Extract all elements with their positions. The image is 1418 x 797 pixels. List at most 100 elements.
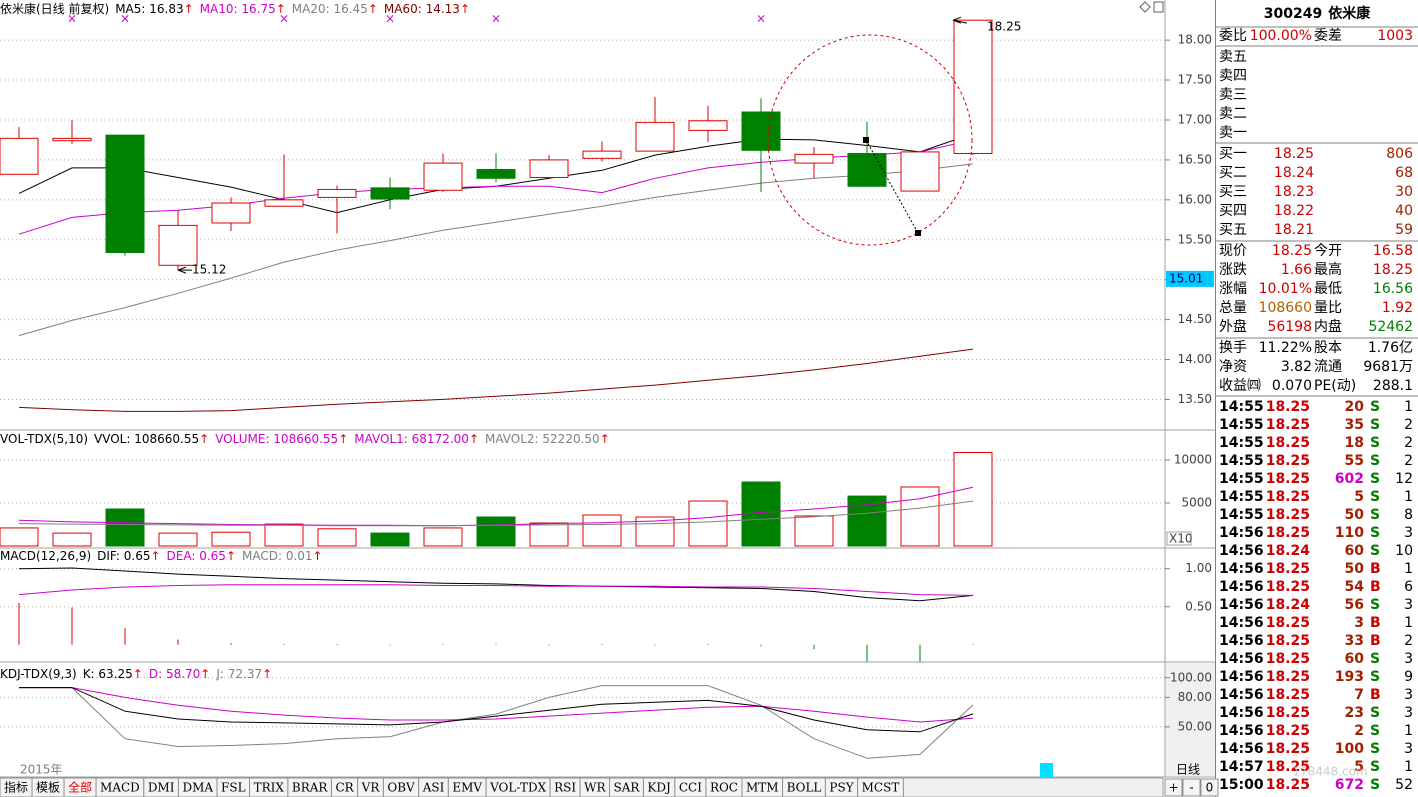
tab-label[interactable]: CR — [335, 781, 354, 795]
tab-label[interactable]: PSY — [829, 781, 854, 795]
tab-label[interactable]: EMV — [452, 781, 482, 795]
quote-text: 59 — [1395, 222, 1413, 238]
trade-time: 14:55 — [1219, 399, 1264, 415]
up-arrow: ↑ — [199, 432, 209, 446]
trade-side: S — [1370, 435, 1380, 451]
trade-volume: 3 — [1354, 615, 1364, 631]
candle-body — [0, 137, 39, 175]
quote-text: 最高 — [1314, 261, 1342, 278]
volume-bar — [953, 452, 993, 547]
tab-label[interactable]: BOLL — [787, 781, 822, 795]
drawn-point — [915, 230, 921, 236]
tab-label[interactable]: VR — [361, 781, 381, 795]
tab-label[interactable]: SAR — [614, 781, 641, 795]
trade-side: S — [1370, 399, 1380, 415]
trade-volume: 18 — [1345, 435, 1364, 451]
tab-label[interactable]: TRIX — [254, 781, 285, 795]
tab-label[interactable]: ASI — [422, 781, 445, 795]
tab-label[interactable]: OBV — [387, 781, 415, 795]
quote-text: 18.25 — [1373, 262, 1413, 278]
trade-price: 18.25 — [1266, 579, 1310, 595]
quote-text: 40 — [1395, 203, 1413, 219]
trade-volume: 100 — [1335, 741, 1364, 757]
quote-text: 10.01% — [1259, 281, 1312, 297]
y-tick-label: 15.50 — [1178, 232, 1212, 246]
tab-label[interactable]: CCI — [679, 781, 702, 795]
up-arrow: ↑ — [184, 2, 194, 16]
tab-label[interactable]: DMI — [148, 781, 175, 795]
stock-title: 300249 依米康 — [1264, 5, 1371, 22]
tab[interactable] — [857, 777, 904, 797]
drawn-point — [863, 137, 869, 143]
trade-count: 12 — [1395, 471, 1413, 487]
trade-count: 8 — [1404, 507, 1413, 523]
zoom-button[interactable] — [1182, 778, 1201, 797]
candle-body — [529, 159, 569, 178]
tab-label[interactable]: DMA — [182, 781, 213, 795]
trade-time: 14:55 — [1219, 435, 1264, 451]
tab-label[interactable]: KDJ — [647, 781, 671, 795]
candle-body — [105, 134, 145, 254]
candle-body — [741, 111, 781, 151]
trade-side: S — [1370, 543, 1380, 559]
stock-code: 300249 — [1264, 6, 1322, 22]
trade-volume: 54 — [1345, 579, 1365, 595]
tab-label[interactable]: 指标 — [4, 780, 28, 795]
trade-side: B — [1370, 561, 1381, 577]
trade-side: B — [1370, 633, 1381, 649]
trade-count: 9 — [1404, 669, 1413, 685]
tab-label[interactable]: MACD — [100, 781, 140, 795]
tab-label[interactable]: 模板 — [36, 781, 60, 795]
marker-x: × — [67, 12, 77, 26]
trade-volume: 60 — [1345, 543, 1365, 559]
trade-volume: 5 — [1354, 489, 1364, 505]
trade-count: 10 — [1395, 543, 1413, 559]
zoom-button-label[interactable]: + — [1168, 781, 1178, 795]
up-arrow: ↑ — [313, 549, 323, 563]
zoom-button-label[interactable]: 0 — [1206, 781, 1214, 795]
trade-side: S — [1370, 651, 1380, 667]
tab-label[interactable]: FSL — [221, 781, 246, 795]
tab-label[interactable]: RSI — [554, 781, 576, 795]
drawn-line — [865, 139, 919, 234]
trade-price: 18.25 — [1266, 705, 1310, 721]
quote-text: 18.22 — [1274, 203, 1314, 219]
indicator-value: DIF: 0.65 — [97, 549, 150, 563]
y-tick-label: 16.00 — [1178, 192, 1212, 206]
tab-label[interactable]: ROC — [710, 781, 738, 795]
trade-volume: 193 — [1335, 669, 1364, 685]
drawn-circle — [767, 34, 973, 246]
tab-label[interactable]: VOL-TDX — [489, 781, 547, 795]
trade-volume: 60 — [1345, 651, 1365, 667]
candle-body — [52, 137, 92, 142]
indicator-title: MACD(12,26,9) — [0, 549, 91, 563]
marker-x: × — [491, 12, 501, 26]
period-label: 日线 — [1176, 763, 1200, 777]
zoom-button-label[interactable]: - — [1189, 781, 1193, 795]
y-tick-label: 14.00 — [1178, 352, 1212, 366]
trade-count: 2 — [1404, 435, 1413, 451]
tab-label[interactable]: 全部 — [68, 780, 92, 795]
quote-text: 委比 — [1219, 28, 1247, 44]
scroll-marker — [1040, 763, 1053, 777]
indicator-header: 依米康(日线 前复权) MA5: 16.83↑ MA10: 16.75↑ MA20: … — [0, 1, 470, 16]
trade-time: 14:56 — [1219, 705, 1264, 721]
axis-shade — [1166, 663, 1215, 776]
quote-text: 108660 — [1259, 300, 1312, 316]
quote-text: 1.66 — [1281, 262, 1312, 278]
dif-line — [18, 567, 974, 602]
zoom-button[interactable] — [1164, 778, 1183, 797]
tab-label[interactable]: BRAR — [292, 781, 329, 795]
y-tick-label: 50.00 — [1178, 719, 1212, 733]
tab-label[interactable]: WR — [584, 781, 606, 795]
candle-body — [423, 162, 463, 191]
trade-count: 1 — [1404, 561, 1413, 577]
tab-label[interactable]: MCST — [862, 781, 900, 795]
trade-side: S — [1370, 453, 1380, 469]
trade-side: S — [1370, 489, 1380, 505]
up-arrow: ↑ — [200, 667, 210, 681]
quote-text: 买四 — [1219, 203, 1247, 219]
zoom-button[interactable] — [1200, 778, 1219, 797]
tab-label[interactable]: MTM — [746, 781, 779, 795]
indicator-title: VOL-TDX(5,10) — [0, 432, 88, 446]
